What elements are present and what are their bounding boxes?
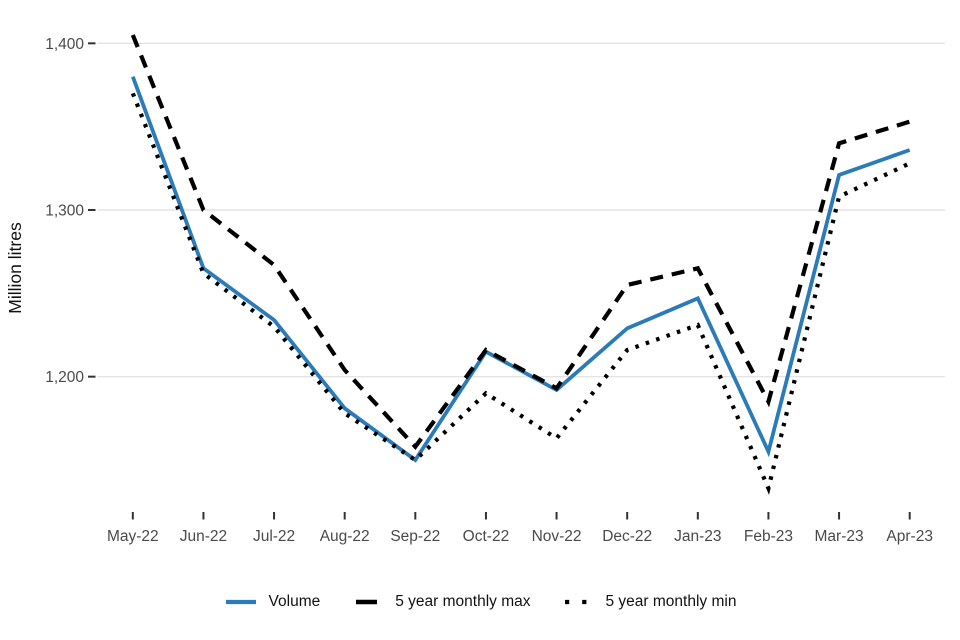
min-line xyxy=(130,92,911,495)
x-tick-label: May-22 xyxy=(107,528,159,545)
max-line-swatch xyxy=(356,599,378,605)
y-tick-label: 1,400 xyxy=(45,36,84,53)
legend-item-min: 5 year monthly min xyxy=(561,593,737,611)
y-tick-label: 1,200 xyxy=(45,369,84,386)
plot-svg: 1,200 1,300 1,400 May-22 Jun-22 Jul-22 Aug-22 S… xyxy=(45,34,945,545)
legend-item-max: 5 year monthly max xyxy=(350,593,531,611)
x-tick-label: Nov-22 xyxy=(532,528,582,545)
x-tick-label: Jul-22 xyxy=(253,528,295,545)
min-line-swatch xyxy=(564,599,592,605)
y-tick-label: 1,300 xyxy=(45,203,84,220)
x-tick-label: Aug-22 xyxy=(320,528,370,545)
volume-line-swatch xyxy=(225,599,256,605)
legend-label-min: 5 year monthly min xyxy=(605,593,737,610)
volume-line xyxy=(131,76,911,463)
legend-label-volume: Volume xyxy=(268,593,321,610)
legend-label-max: 5 year monthly max xyxy=(395,593,531,610)
x-tick-label: Feb-23 xyxy=(744,528,793,545)
legend: Volume 5 year monthly max 5 year monthly… xyxy=(0,586,960,618)
x-tick-label: Oct-22 xyxy=(463,528,510,545)
max-line xyxy=(130,34,911,450)
legend-item-volume: Volume xyxy=(224,593,321,611)
x-tick-label: Jun-22 xyxy=(180,528,227,545)
x-tick-label: Dec-22 xyxy=(602,528,652,545)
x-tick-label: Jan-23 xyxy=(674,528,721,545)
x-tick-label: Apr-23 xyxy=(886,528,933,545)
x-tick-label: Sep-22 xyxy=(390,528,440,545)
x-tick-label: Mar-23 xyxy=(815,528,864,545)
